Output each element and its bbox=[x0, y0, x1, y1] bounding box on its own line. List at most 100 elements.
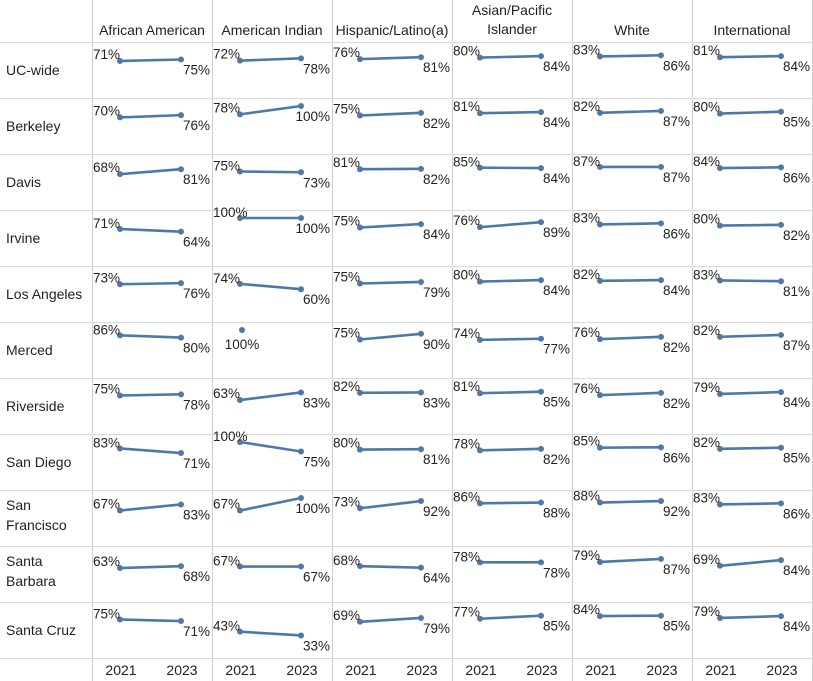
data-point bbox=[778, 500, 784, 507]
data-point bbox=[117, 226, 123, 233]
data-point bbox=[357, 336, 363, 343]
data-point bbox=[178, 501, 184, 508]
data-label: 76% bbox=[333, 45, 360, 60]
data-label: 79% bbox=[693, 380, 720, 395]
series-line bbox=[718, 54, 783, 59]
series-line bbox=[478, 447, 543, 452]
data-label: 82% bbox=[423, 116, 450, 131]
column-header: Islander bbox=[487, 21, 537, 37]
series-line bbox=[598, 557, 663, 564]
data-point bbox=[239, 327, 245, 333]
series-line bbox=[718, 502, 783, 506]
data-point bbox=[778, 331, 784, 338]
data-point bbox=[597, 613, 603, 620]
series-line bbox=[238, 282, 303, 291]
series-line bbox=[238, 170, 303, 174]
data-label: 80% bbox=[693, 100, 720, 115]
row-header: Davis bbox=[6, 174, 41, 190]
data-label: 68% bbox=[93, 160, 120, 175]
data-point bbox=[717, 54, 723, 61]
data-label: 80% bbox=[453, 44, 480, 59]
series-line bbox=[118, 227, 183, 233]
data-label: 67% bbox=[93, 497, 120, 512]
row-header: Francisco bbox=[6, 517, 67, 533]
data-label: 84% bbox=[693, 154, 720, 169]
series-line bbox=[358, 222, 423, 229]
series-line bbox=[118, 58, 183, 63]
data-point bbox=[717, 222, 723, 229]
data-label: 82% bbox=[693, 435, 720, 450]
series-line bbox=[718, 333, 783, 339]
data-point bbox=[778, 53, 784, 60]
data-label: 71% bbox=[93, 47, 120, 62]
data-label: 75% bbox=[333, 102, 360, 117]
series-line bbox=[118, 618, 183, 623]
data-point bbox=[538, 388, 544, 395]
data-point bbox=[658, 498, 664, 505]
data-label: 90% bbox=[423, 337, 450, 352]
data-point bbox=[597, 336, 603, 343]
data-label: 84% bbox=[543, 283, 570, 298]
series-line bbox=[598, 335, 663, 341]
data-point bbox=[717, 501, 723, 508]
data-label: 82% bbox=[333, 379, 360, 394]
data-label: 80% bbox=[333, 436, 360, 451]
data-label: 84% bbox=[423, 227, 450, 242]
data-label: 87% bbox=[573, 154, 600, 169]
series-line bbox=[238, 391, 303, 402]
data-point bbox=[357, 112, 363, 119]
data-point bbox=[357, 446, 363, 453]
row-header: Barbara bbox=[6, 573, 56, 589]
x-tick-label: 2021 bbox=[345, 662, 376, 678]
data-point bbox=[298, 55, 304, 62]
data-point bbox=[538, 445, 544, 452]
series-line bbox=[718, 223, 783, 227]
row-header: UC-wide bbox=[6, 62, 60, 78]
data-label: 82% bbox=[573, 99, 600, 114]
data-label: 87% bbox=[663, 114, 690, 129]
data-label: 80% bbox=[693, 212, 720, 227]
series-line bbox=[718, 166, 783, 170]
data-label: 76% bbox=[573, 325, 600, 340]
column-header: International bbox=[713, 22, 790, 38]
data-label: 87% bbox=[783, 338, 810, 353]
data-point bbox=[717, 110, 723, 117]
data-point bbox=[178, 228, 184, 235]
data-point bbox=[418, 54, 424, 61]
data-label: 80% bbox=[183, 341, 210, 356]
data-point bbox=[658, 52, 664, 59]
x-tick-label: 2021 bbox=[105, 662, 136, 678]
data-point bbox=[658, 389, 664, 396]
data-label: 79% bbox=[693, 604, 720, 619]
data-label: 100% bbox=[213, 429, 248, 444]
data-label: 75% bbox=[213, 159, 240, 174]
data-label: 43% bbox=[213, 619, 240, 634]
data-point bbox=[597, 163, 603, 170]
data-label: 84% bbox=[783, 563, 810, 578]
data-label: 81% bbox=[183, 172, 210, 187]
data-label: 81% bbox=[783, 284, 810, 299]
data-point bbox=[117, 392, 123, 399]
data-label: 70% bbox=[93, 103, 120, 118]
data-label: 84% bbox=[783, 59, 810, 74]
data-point bbox=[597, 558, 603, 565]
data-label: 76% bbox=[183, 118, 210, 133]
row-header: Los Angeles bbox=[6, 286, 82, 302]
column-header: African American bbox=[99, 22, 205, 38]
data-label: 87% bbox=[663, 562, 690, 577]
data-point bbox=[778, 278, 784, 285]
data-point bbox=[778, 221, 784, 228]
data-point bbox=[237, 439, 243, 445]
data-label: 78% bbox=[183, 397, 210, 412]
data-point bbox=[357, 618, 363, 625]
data-point bbox=[178, 563, 184, 570]
data-label: 83% bbox=[303, 395, 330, 410]
data-point bbox=[178, 450, 184, 457]
data-label: 84% bbox=[573, 602, 600, 617]
data-label: 73% bbox=[303, 175, 330, 190]
data-point bbox=[477, 278, 483, 285]
data-label: 82% bbox=[693, 323, 720, 338]
data-point bbox=[658, 107, 664, 114]
data-point bbox=[477, 500, 483, 507]
